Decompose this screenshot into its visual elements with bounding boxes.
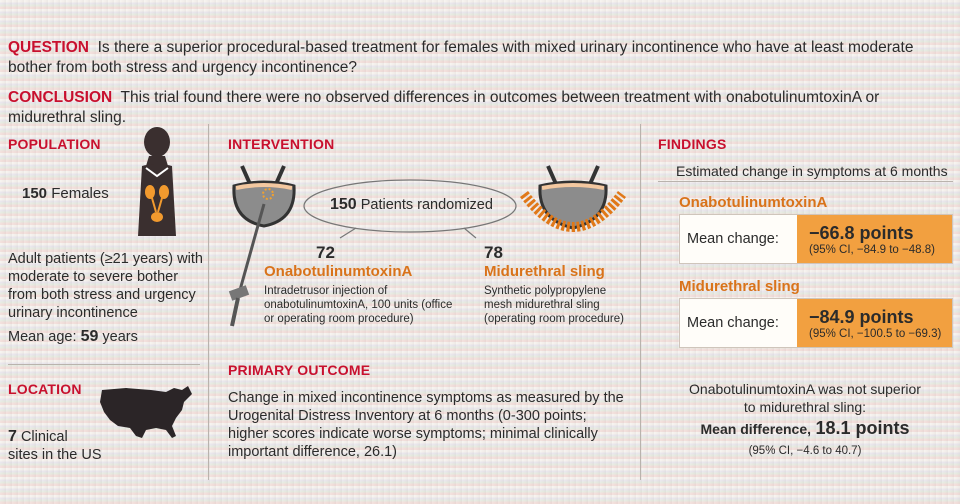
arm2-n: 78 — [484, 243, 503, 262]
diff-ci: (95% CI, −4.6 to 40.7) — [748, 445, 862, 457]
intervention-heading: INTERVENTION — [228, 136, 335, 152]
divider-findings — [658, 181, 953, 182]
population-heading: POPULATION — [8, 136, 101, 152]
mean-age-value: 59 — [80, 328, 99, 345]
diff-value: 18.1 points — [815, 418, 910, 438]
bladder-injection-icon — [228, 165, 296, 327]
population-description: Adult patients (≥21 years) with moderate… — [8, 251, 203, 321]
female-figure-icon — [138, 127, 176, 236]
findings-summary: OnabotulinumtoxinA was not superior to m… — [660, 380, 950, 416]
findings-subtitle: Estimated change in symptoms at 6 months — [676, 163, 948, 179]
arm2-name: Midurethral sling — [484, 263, 605, 280]
findings-summary-line2: to midurethral sling: — [743, 399, 867, 415]
primary-outcome-text: Change in mixed incontinence symptoms as… — [228, 390, 624, 460]
randomized-ellipse — [303, 179, 517, 239]
finding-group2-name: Midurethral sling — [679, 278, 800, 295]
primary-outcome-heading: PRIMARY OUTCOME — [228, 362, 371, 378]
arm1-desc: Intradetrusor injection of onabotulinumt… — [264, 285, 453, 325]
us-map-icon — [100, 386, 192, 438]
arm1-n: 72 — [316, 243, 335, 262]
arm2-desc: Synthetic polypropylene mesh midurethral… — [484, 285, 624, 325]
divider-right — [640, 124, 641, 480]
population-count-number: 150 — [22, 185, 48, 202]
finding-group1-value: −66.8 points — [809, 222, 914, 243]
population-count: 150 Females — [22, 185, 109, 202]
conclusion-label: CONCLUSION — [8, 89, 113, 106]
finding-group1-name: OnabotulinumtoxinA — [679, 194, 828, 211]
finding-group2-label: Mean change: — [687, 315, 779, 331]
location-text1: Clinical — [20, 429, 68, 445]
findings-difference: Mean difference, 18.1 points — [660, 418, 950, 439]
question-label: QUESTION — [8, 39, 89, 56]
finding-group2-box: Mean change: −84.9 points (95% CI, −100.… — [679, 298, 953, 348]
finding-group2-value: −84.9 points — [809, 306, 914, 327]
conclusion-text: This trial found there were no observed … — [8, 89, 880, 126]
divider-location — [8, 364, 200, 365]
randomized-label: 150 Patients randomized — [330, 196, 493, 214]
finding-group1-value-panel: −66.8 points (95% CI, −84.9 to −48.8) — [797, 215, 952, 263]
population-count-label: Females — [51, 185, 109, 202]
finding-group2-ci: (95% CI, −100.5 to −69.3) — [809, 327, 942, 340]
location-count: 7 — [8, 428, 17, 445]
finding-group2-value-panel: −84.9 points (95% CI, −100.5 to −69.3) — [797, 299, 952, 347]
findings-summary-line1: OnabotulinumtoxinA was not superior — [689, 381, 921, 397]
location-heading: LOCATION — [8, 381, 82, 397]
divider-left — [208, 124, 209, 480]
location-text2: sites in the US — [8, 447, 102, 463]
randomized-text: Patients randomized — [360, 197, 493, 213]
findings-heading: FINDINGS — [658, 136, 727, 152]
finding-group1-box: Mean change: −66.8 points (95% CI, −84.9… — [679, 214, 953, 264]
conclusion-block: CONCLUSION This trial found there were n… — [8, 88, 953, 128]
randomized-count: 150 — [330, 196, 357, 213]
location-sites: 7 Clinical sites in the US — [8, 428, 102, 464]
arm1-name: OnabotulinumtoxinA — [264, 263, 413, 280]
mean-age-label: Mean age: — [8, 329, 77, 345]
mean-age-unit: years — [102, 329, 138, 345]
population-mean-age: Mean age: 59 years — [8, 328, 138, 346]
bladder-sling-icon — [519, 165, 627, 232]
finding-group1-ci: (95% CI, −84.9 to −48.8) — [809, 243, 935, 256]
diff-label: Mean difference, — [700, 421, 811, 437]
question-block: QUESTION Is there a superior procedural-… — [8, 38, 953, 78]
finding-group1-label: Mean change: — [687, 231, 779, 247]
question-text: Is there a superior procedural-based tre… — [8, 39, 914, 76]
